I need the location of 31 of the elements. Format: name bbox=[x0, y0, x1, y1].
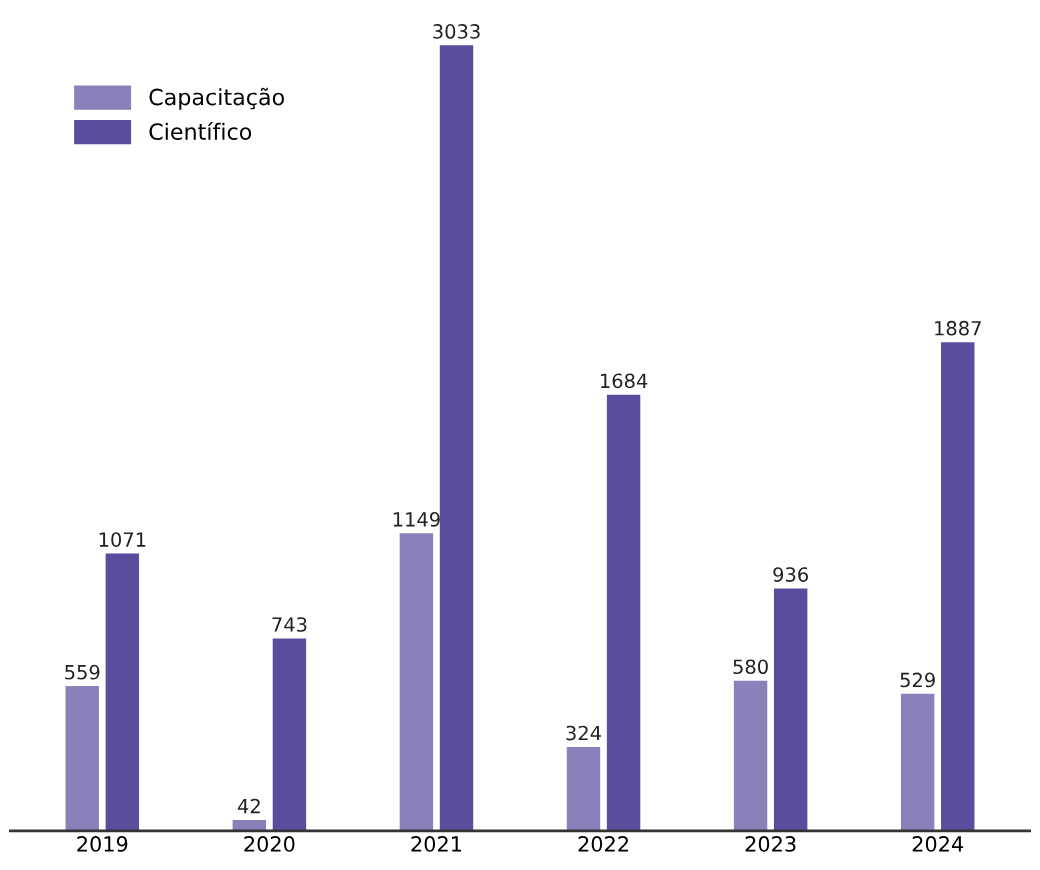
data-label: 529 bbox=[900, 672, 935, 688]
x-tick-label: 2021 bbox=[411, 836, 462, 852]
data-label: 324 bbox=[566, 725, 601, 741]
bar bbox=[733, 680, 768, 831]
bar bbox=[399, 533, 434, 831]
bar bbox=[900, 693, 935, 831]
data-label: 1071 bbox=[99, 532, 146, 547]
data-label: 580 bbox=[733, 659, 768, 675]
bar bbox=[105, 553, 140, 831]
data-label: 1887 bbox=[935, 320, 981, 336]
x-tick-label: 2020 bbox=[244, 836, 295, 852]
bar bbox=[439, 45, 474, 831]
x-tick-label: 2019 bbox=[77, 836, 128, 852]
legend-label: Científico bbox=[149, 121, 252, 141]
data-label: 3033 bbox=[433, 24, 480, 39]
x-tick-label: 2022 bbox=[578, 836, 628, 852]
data-label: 1684 bbox=[600, 373, 648, 389]
legend-label: Capacitação bbox=[149, 87, 284, 110]
bar bbox=[773, 588, 808, 831]
bar bbox=[566, 746, 601, 831]
bar bbox=[272, 638, 307, 831]
x-tick-label: 2024 bbox=[912, 836, 964, 852]
data-label: 559 bbox=[65, 664, 100, 680]
bar bbox=[65, 686, 99, 831]
bar bbox=[606, 394, 641, 831]
data-label: 42 bbox=[237, 798, 260, 814]
bar bbox=[941, 342, 975, 831]
data-label: 936 bbox=[773, 567, 808, 582]
data-label: 1149 bbox=[393, 512, 440, 527]
x-tick-label: 2023 bbox=[745, 836, 796, 852]
data-label: 743 bbox=[272, 617, 307, 632]
